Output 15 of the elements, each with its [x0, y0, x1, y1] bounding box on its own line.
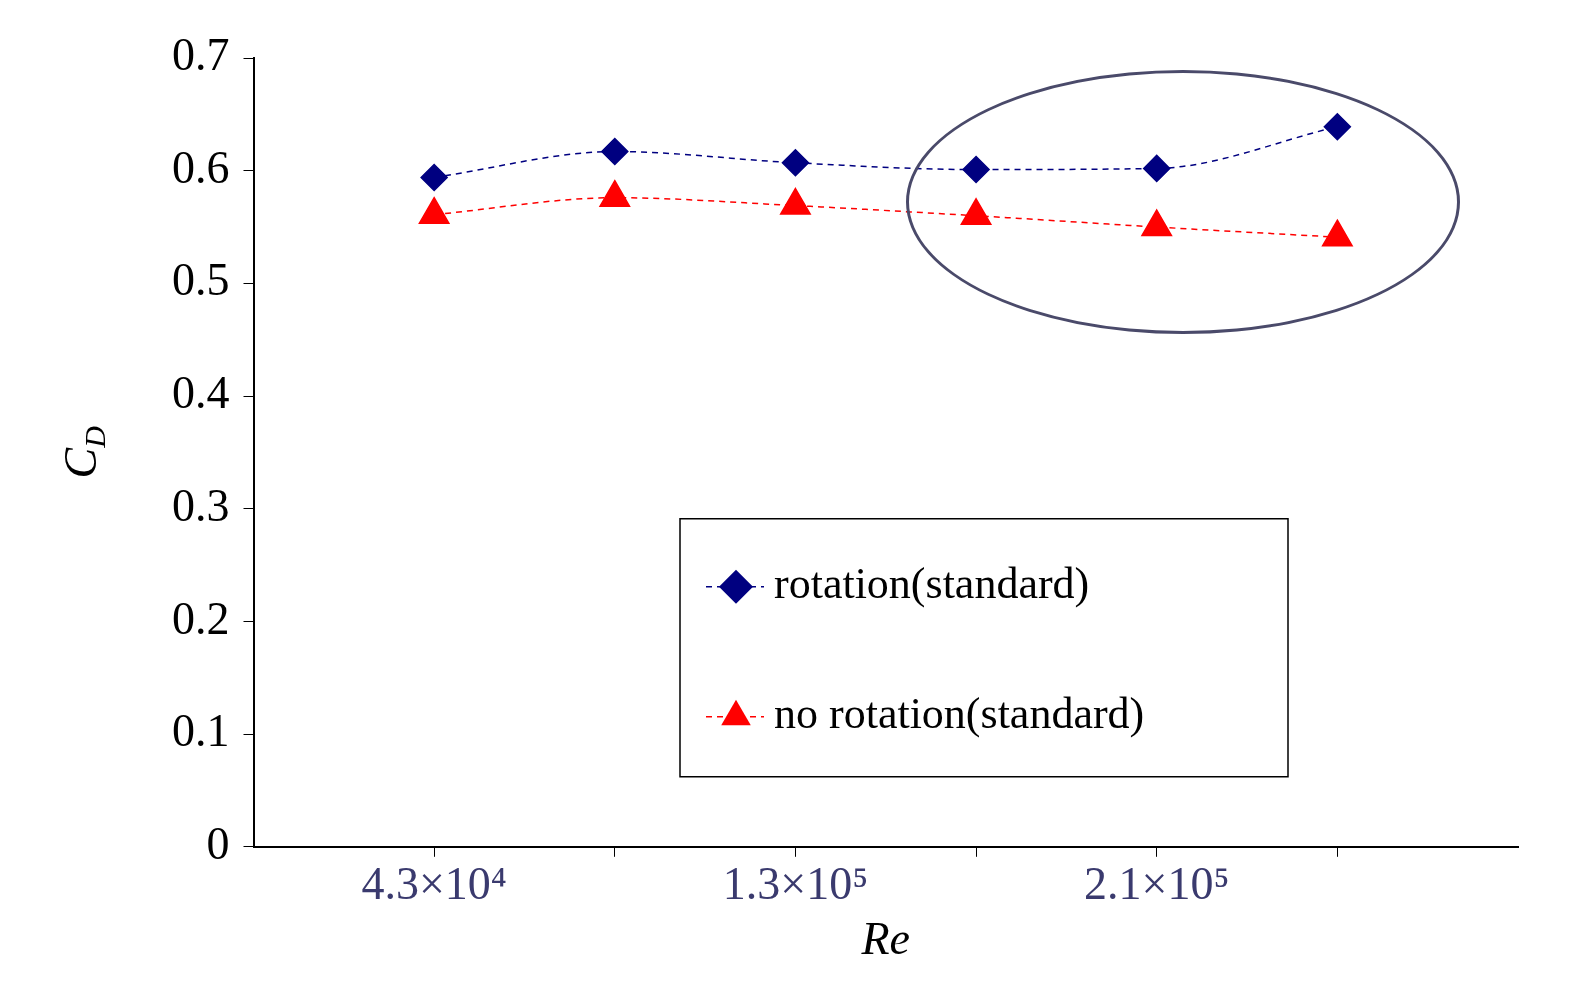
legend-label: no rotation(standard) — [774, 689, 1145, 739]
x-tick-label: 4.3×10⁴ — [361, 858, 507, 910]
y-tick-label: 0 — [206, 817, 230, 869]
y-tick-label: 0.7 — [172, 29, 230, 81]
y-tick-label: 0.6 — [172, 141, 230, 193]
y-tick-label: 0.4 — [172, 367, 230, 419]
legend-label: rotation(standard) — [774, 559, 1090, 609]
y-tick-label: 0.3 — [172, 479, 230, 531]
y-axis-title: CD — [54, 425, 112, 479]
y-tick-label: 0.5 — [172, 254, 230, 306]
x-tick-label: 2.1×10⁵ — [1083, 858, 1230, 910]
y-tick-label: 0.2 — [172, 592, 230, 644]
x-axis-title: Re — [860, 912, 911, 964]
x-tick-label: 1.3×10⁵ — [722, 858, 869, 910]
y-tick-label: 0.1 — [172, 705, 230, 757]
